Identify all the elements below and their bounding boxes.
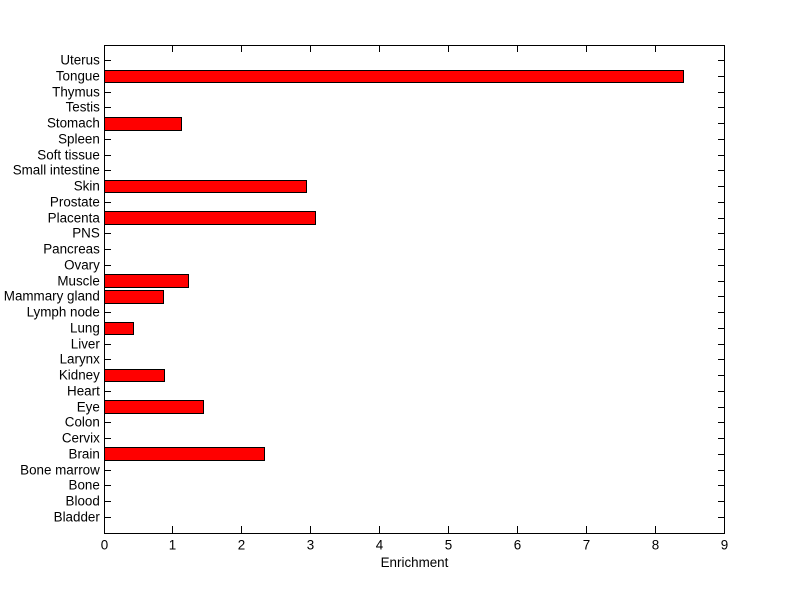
svg-text:7: 7 <box>583 538 590 553</box>
svg-text:Muscle: Muscle <box>57 274 99 289</box>
svg-text:PNS: PNS <box>72 226 100 241</box>
svg-text:Thymus: Thymus <box>52 85 100 100</box>
svg-text:6: 6 <box>514 538 521 553</box>
svg-text:Larynx: Larynx <box>60 352 100 367</box>
svg-text:Lung: Lung <box>70 321 100 336</box>
svg-text:4: 4 <box>376 538 384 553</box>
svg-text:Pancreas: Pancreas <box>43 242 100 257</box>
svg-text:Brain: Brain <box>69 447 100 462</box>
svg-text:Spleen: Spleen <box>58 132 100 147</box>
svg-text:Testis: Testis <box>66 100 101 115</box>
svg-text:Prostate: Prostate <box>50 195 100 210</box>
svg-text:Colon: Colon <box>65 415 100 430</box>
svg-text:8: 8 <box>652 538 659 553</box>
svg-text:Blood: Blood <box>66 494 100 509</box>
svg-text:Bladder: Bladder <box>54 510 101 525</box>
svg-text:Bone: Bone <box>69 478 100 493</box>
svg-text:3: 3 <box>307 538 314 553</box>
svg-text:Soft tissue: Soft tissue <box>37 148 100 163</box>
svg-text:Lymph node: Lymph node <box>27 305 100 320</box>
svg-text:Cervix: Cervix <box>62 431 100 446</box>
svg-text:Enrichment: Enrichment <box>381 555 449 570</box>
svg-text:2: 2 <box>238 538 245 553</box>
svg-text:Heart: Heart <box>67 384 100 399</box>
svg-text:Skin: Skin <box>74 179 100 194</box>
svg-text:Uterus: Uterus <box>60 53 100 68</box>
svg-text:Stomach: Stomach <box>47 116 100 131</box>
svg-text:Placenta: Placenta <box>48 211 101 226</box>
svg-text:Small intestine: Small intestine <box>13 163 100 178</box>
svg-text:Mammary gland: Mammary gland <box>4 289 100 304</box>
svg-text:Bone marrow: Bone marrow <box>20 463 100 478</box>
svg-text:Liver: Liver <box>71 337 101 352</box>
svg-text:5: 5 <box>445 538 452 553</box>
svg-text:0: 0 <box>101 538 108 553</box>
svg-text:Kidney: Kidney <box>59 368 100 383</box>
svg-text:Tongue: Tongue <box>56 69 100 84</box>
svg-text:9: 9 <box>721 538 728 553</box>
svg-text:Eye: Eye <box>77 400 100 415</box>
svg-text:Ovary: Ovary <box>64 258 100 273</box>
svg-text:1: 1 <box>169 538 176 553</box>
